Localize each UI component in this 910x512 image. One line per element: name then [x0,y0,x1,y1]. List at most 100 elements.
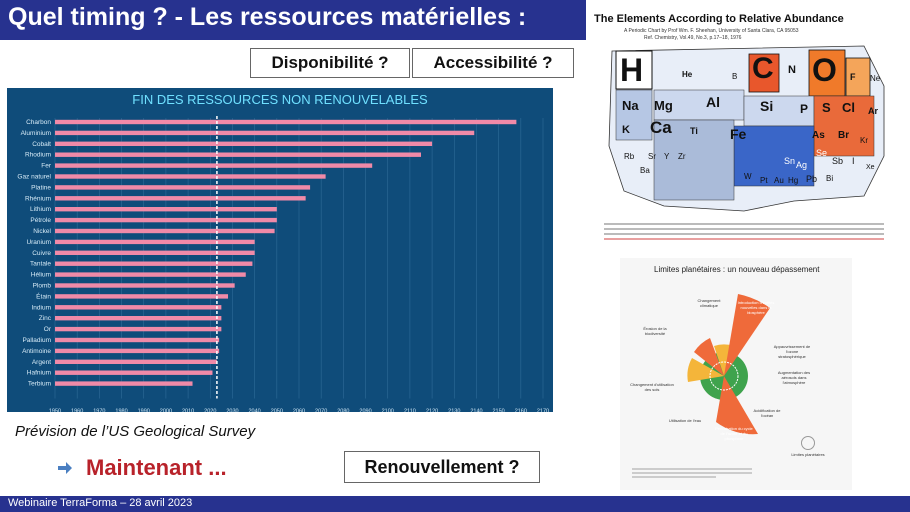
x-tick-label: 2050 [271,409,283,413]
maintenant-text: Maintenant ... [86,455,227,480]
x-tick-label: 2130 [448,409,460,413]
chart-title: FIN DES RESSOURCES NON RENOUVELABLES [132,92,428,107]
limits-title: Limites planétaires : un nouveau dépasse… [654,265,820,274]
element-Se: Se [816,148,828,158]
x-tick-label: 1960 [71,409,83,413]
element-Si: Si [760,98,774,114]
element-Ar: Ar [868,106,879,116]
bar [55,316,222,321]
x-tick-label: 2070 [315,409,327,413]
bar [55,370,213,375]
x-tick-label: 2100 [382,409,394,413]
limit-label-biodiversite: Érosion de la biodiversité [643,326,667,336]
category-label: Cobalt [32,141,51,148]
bar [55,185,311,190]
bar [55,261,253,266]
x-tick-label: 2010 [182,409,194,413]
element-B: B [732,72,738,81]
x-tick-label: 2090 [359,409,371,413]
limits-legend-circle [801,436,815,450]
bar [55,381,193,386]
footer-bar: Webinaire TerraForma – 28 avril 2023 [0,496,910,512]
element-As: As [812,130,825,141]
title-bar: Quel timing ? - Les ressources matériell… [0,0,586,40]
element-Sr: Sr [648,152,656,161]
category-label: Rhodium [25,152,51,159]
bar [55,119,517,125]
x-tick-label: 2000 [160,409,172,413]
x-tick-label: 2040 [249,409,261,413]
element-Mg: Mg [654,98,673,113]
element-Zr: Zr [678,152,686,161]
category-label: Argent [32,359,51,366]
category-label: Fer [41,163,52,170]
category-label: Lithium [30,206,51,213]
element-P: P [800,102,809,116]
element-W: W [744,172,752,181]
bar [55,228,275,234]
x-tick-label: 1990 [138,409,150,413]
x-tick-label: 2140 [470,409,482,413]
limit-label-legend: Limites planétaires [791,452,825,457]
bar [55,250,255,255]
element-Y: Y [664,152,670,161]
element-O: O [812,52,837,88]
bar [55,130,475,136]
bar [55,305,222,310]
limits-chart-svg [687,294,770,435]
category-label: Uranium [26,239,51,246]
chart-grid [54,118,544,399]
category-label: Gaz naturel [17,174,51,181]
bar [55,163,373,168]
category-label: Plomb [33,283,52,290]
bar [55,359,217,364]
limit-label-eau: Utilisation de l'eau [668,418,702,423]
limits-footnote [632,466,752,480]
periodic-credit: A Periodic Chart by Prof Wm. F. Sheehan,… [624,28,799,34]
element-Ba: Ba [640,166,650,175]
limit-label-entites: Introduction d'entités nouvelles dans la… [737,300,775,315]
element-Bi: Bi [826,174,834,183]
element-Cl: Cl [842,100,855,115]
chart-labels: Charbon Aluminium Cobalt Rhodium Fer Gaz natu… [17,119,51,388]
periodic-title: The Elements According to Relative Abund… [594,13,844,25]
element-Ag: Ag [796,160,808,170]
element-He: He [682,70,693,79]
element-Na: Na [622,98,639,113]
category-label: Palladium [22,337,51,344]
disponibilite-box: Disponibilité ? [250,48,410,78]
category-label: Zinc [39,315,52,322]
category-label: Terbium [28,381,51,388]
bar [55,141,433,146]
category-label: Rhénium [25,195,51,202]
bar [55,207,277,212]
bar [55,239,255,245]
slide-title: Quel timing ? - Les ressources matériell… [8,3,527,31]
category-label: Antimoine [22,348,51,355]
category-label: Aluminium [21,130,51,137]
element-Al: Al [706,94,720,110]
category-label: Étain [36,291,51,300]
periodic-abundance-image: The Elements According to Relative Abund… [594,6,894,256]
bar [55,272,246,277]
element-Rb: Rb [624,152,635,161]
category-label: Tantale [30,261,51,268]
limit-label-climat: Changement climatique [697,298,721,308]
x-tick-label: 2060 [293,409,305,413]
category-label: Or [44,326,52,333]
x-tick-label: 2160 [515,409,527,413]
element-Ne: Ne [870,74,881,83]
bar [55,326,222,332]
bar [55,348,220,354]
element-Pt: Pt [760,176,768,185]
accessibilite-box: Accessibilité ? [412,48,574,78]
element-Ca: Ca [650,118,672,137]
x-tick-label: 2170 [537,409,549,413]
x-tick-label: 2080 [337,409,349,413]
x-tick-label: 2150 [493,409,505,413]
bar [55,283,235,288]
bar [55,196,306,201]
limit-label-aerosols: Augmentation des aérosols dans l'atmosph… [777,370,811,385]
x-tick-label: 1980 [115,409,127,413]
element-Fe: Fe [730,126,747,142]
